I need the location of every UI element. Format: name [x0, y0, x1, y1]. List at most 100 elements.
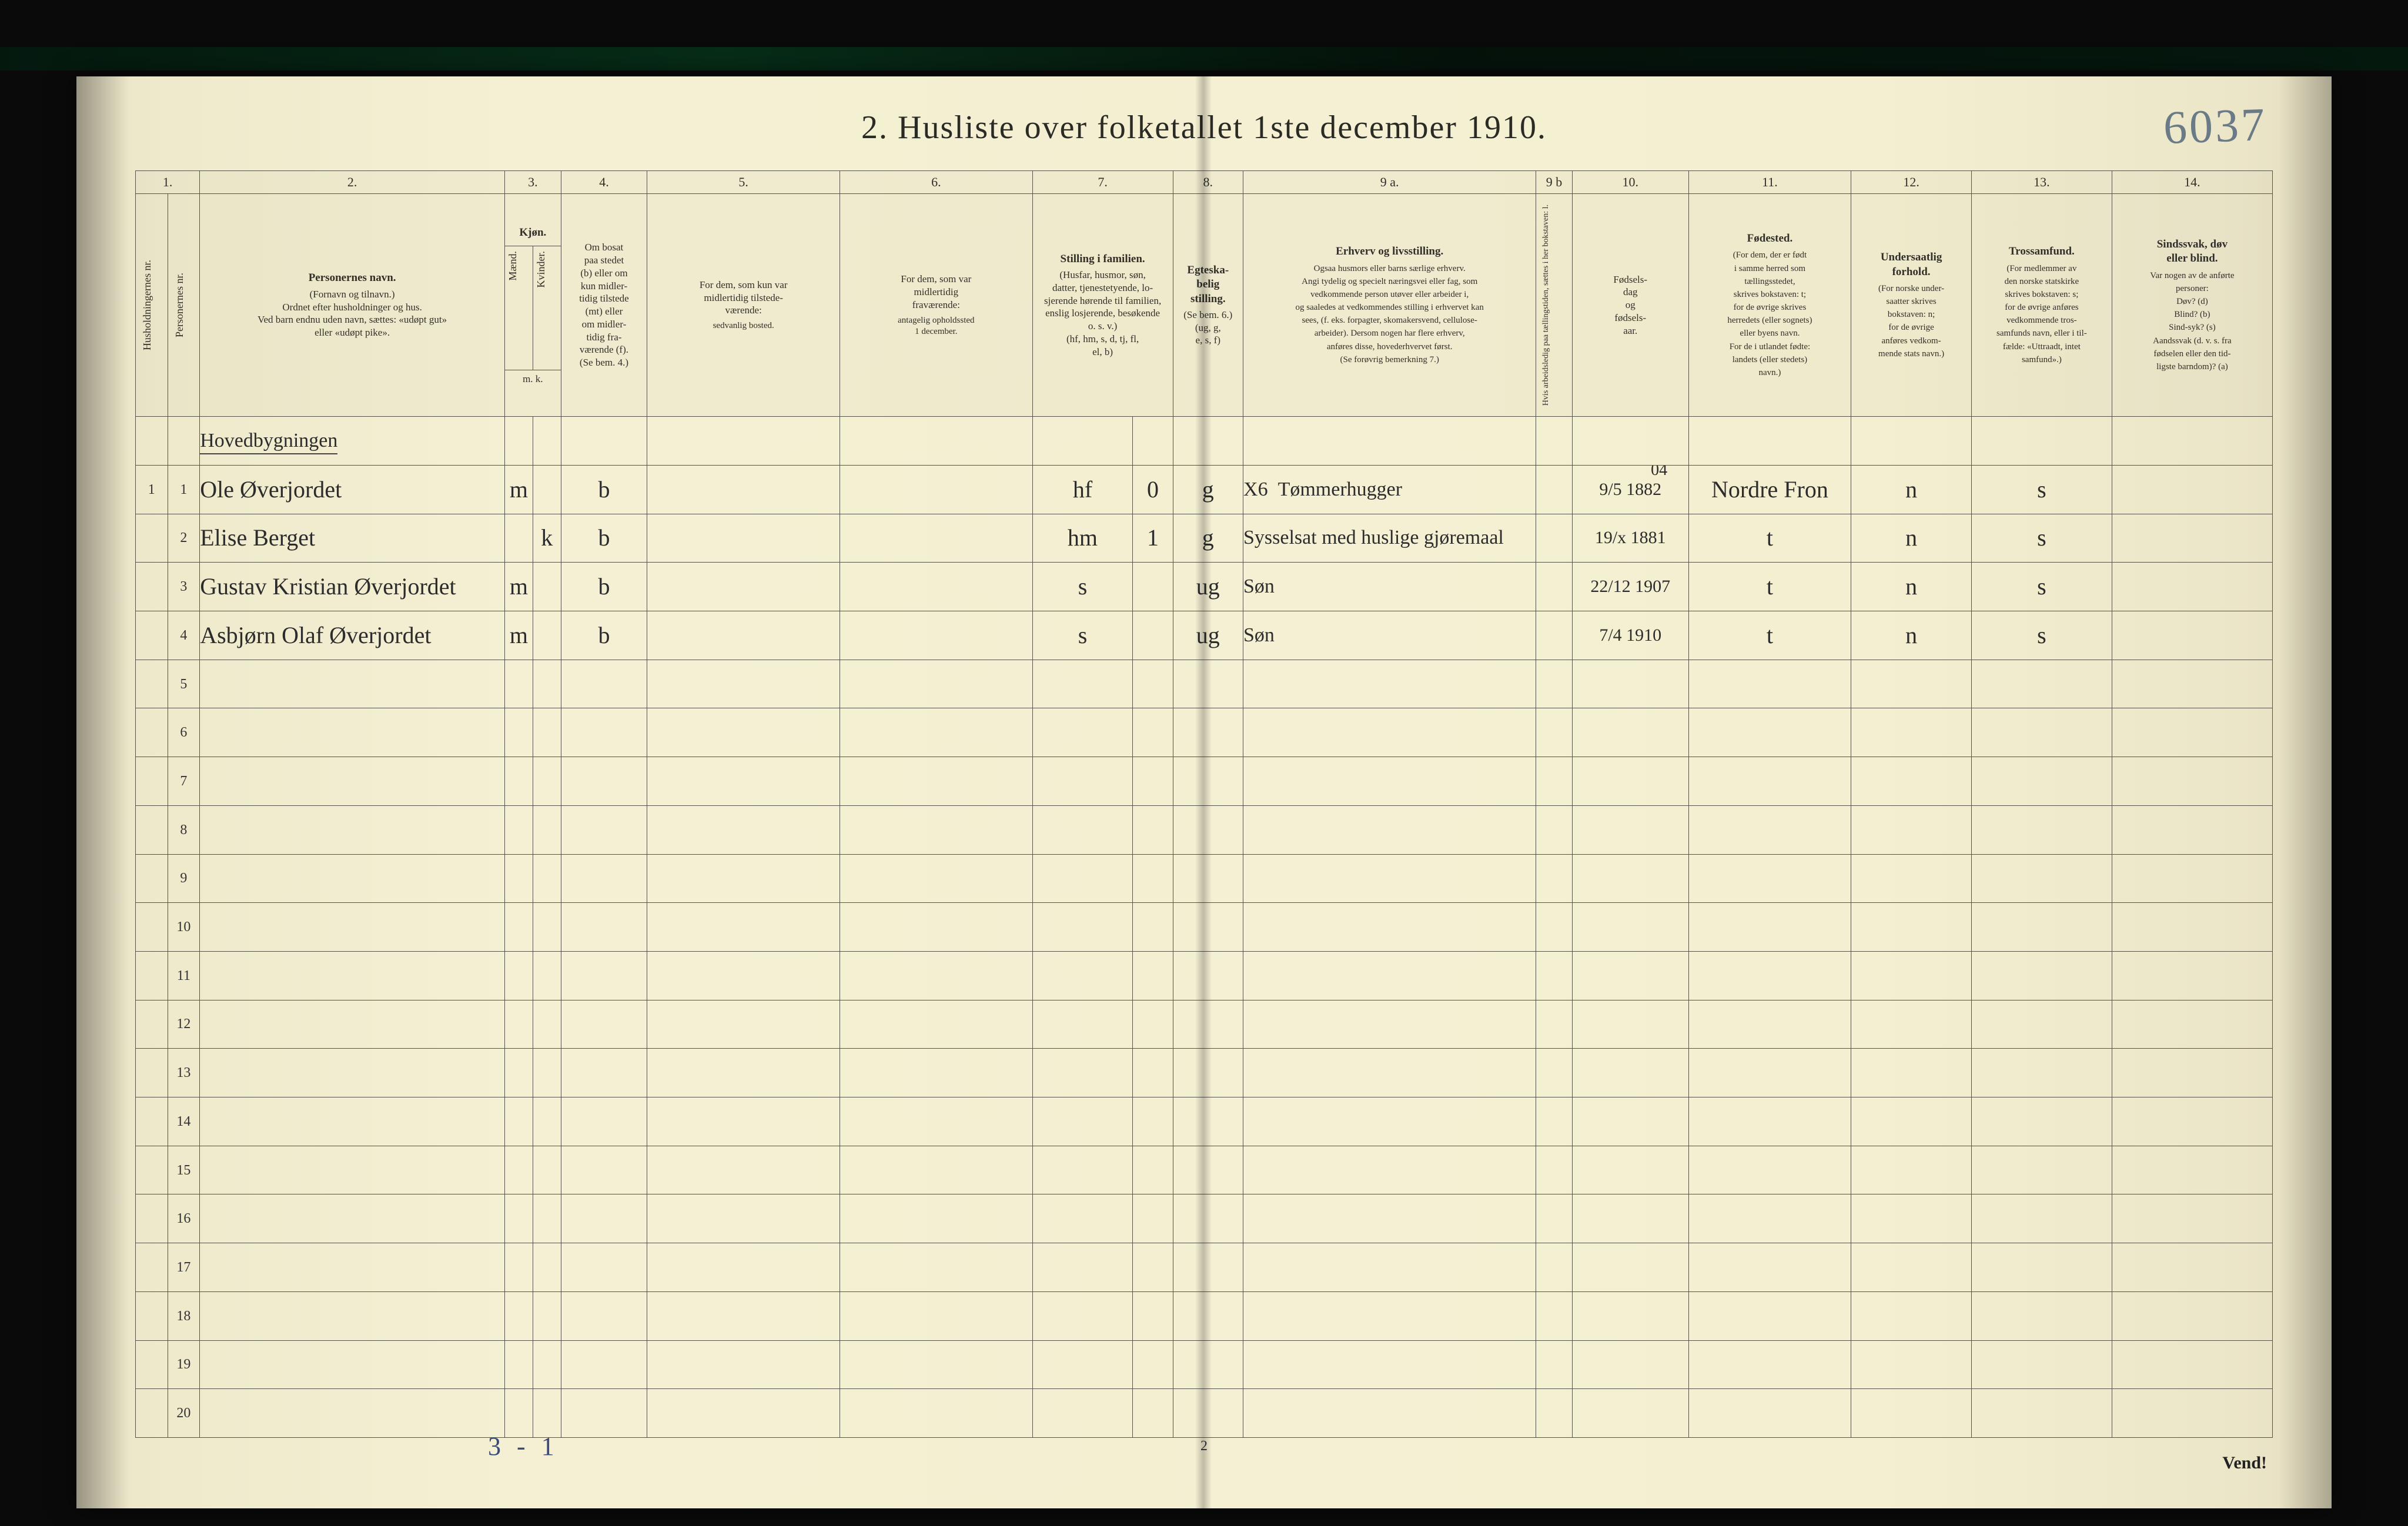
- person-num: 10: [168, 903, 200, 952]
- colnum-6: 6.: [840, 171, 1033, 194]
- cell-temp-absent: [840, 611, 1033, 660]
- person-num: 18: [168, 1291, 200, 1340]
- header-headings: Husholdningernes nr. Personernes nr. Per…: [136, 194, 2273, 417]
- household-num: [136, 611, 168, 660]
- cell-sex-k: [533, 563, 561, 611]
- colnum-12: 12.: [1851, 171, 1972, 194]
- table-row: 3Gustav Kristian ØverjordetmbsugSøn22/12…: [136, 563, 2273, 611]
- cell-family-pos-2: 0: [1133, 465, 1173, 514]
- person-num: 17: [168, 1243, 200, 1292]
- person-num: 9: [168, 854, 200, 903]
- cell-religion: s: [1971, 465, 2112, 514]
- cell-birthplace: Nordre Fron: [1688, 465, 1851, 514]
- cell-unemployed: [1536, 563, 1572, 611]
- cell-religion: s: [1971, 514, 2112, 563]
- cell-nationality: n: [1851, 465, 1972, 514]
- cell-marital: g: [1173, 514, 1243, 563]
- colnum-8: 8.: [1173, 171, 1243, 194]
- colnum-9b: 9 b: [1536, 171, 1572, 194]
- cell-temp-present: [647, 611, 840, 660]
- cell-birthplace: t: [1688, 563, 1851, 611]
- paper-sheet: 2. Husliste over folketallet 1ste decemb…: [76, 76, 2332, 1508]
- cell-disability: [2112, 563, 2272, 611]
- colnum-5: 5.: [647, 171, 840, 194]
- cell-marital: g: [1173, 465, 1243, 514]
- cell-temp-absent: [840, 514, 1033, 563]
- cell-nationality: n: [1851, 563, 1972, 611]
- person-num: 20: [168, 1389, 200, 1438]
- cell-religion: s: [1971, 611, 2112, 660]
- cell-birthdate: 7/4 1910: [1572, 611, 1688, 660]
- colnum-14: 14.: [2112, 171, 2272, 194]
- table-row-empty: 10: [136, 903, 2273, 952]
- bottom-blue-annotation: 3 - 1: [488, 1431, 559, 1461]
- table-row: 4Asbjørn Olaf ØverjordetmbsugSøn7/4 1910…: [136, 611, 2273, 660]
- cell-disability: [2112, 514, 2272, 563]
- cell-residence: b: [561, 514, 647, 563]
- header-column-numbers: 1. 2. 3. 4. 5. 6. 7. 8. 9 a. 9 b 10. 11.…: [136, 171, 2273, 194]
- cell-marital: ug: [1173, 563, 1243, 611]
- head-husholdning-nr: Husholdningernes nr.: [136, 194, 168, 417]
- scan-frame: 2. Husliste over folketallet 1ste decemb…: [0, 0, 2408, 1526]
- building-label-row: Hovedbygningen: [136, 417, 2273, 466]
- person-num: 5: [168, 660, 200, 708]
- cell-sex-m: m: [505, 611, 533, 660]
- cell-birthdate: 19/x 1881: [1572, 514, 1688, 563]
- head-birthdate: Fødsels- dag og fødsels- aar.: [1572, 194, 1688, 417]
- left-shadow: [76, 76, 129, 1508]
- cell-family-pos: hf: [1032, 465, 1133, 514]
- cell-name: Asbjørn Olaf Øverjordet: [200, 611, 505, 660]
- cell-birthdate: 22/12 1907: [1572, 563, 1688, 611]
- person-num: 6: [168, 708, 200, 757]
- colnum-2: 2.: [200, 171, 505, 194]
- vend-label: Vend!: [2222, 1453, 2267, 1473]
- table-row-empty: 14: [136, 1097, 2273, 1146]
- table-row-empty: 19: [136, 1340, 2273, 1389]
- person-num: 12: [168, 1000, 200, 1049]
- head-occupation: Erhverv og livsstilling. Ogsaa husmors e…: [1243, 194, 1536, 417]
- cell-family-pos-2: [1133, 611, 1173, 660]
- colnum-4: 4.: [561, 171, 647, 194]
- table-row-empty: 8: [136, 805, 2273, 854]
- cell-temp-present: [647, 563, 840, 611]
- table-row: 2Elise Bergetkbhm1gSysselsat med huslige…: [136, 514, 2273, 563]
- cell-family-pos: hm: [1032, 514, 1133, 563]
- cell-nationality: n: [1851, 514, 1972, 563]
- film-stripe: [0, 47, 2408, 71]
- cell-birthplace: t: [1688, 611, 1851, 660]
- head-unemployed: Hvis arbeidsledig paa tællingstiden, sæt…: [1536, 194, 1572, 417]
- cell-occupation: X6 Tømmerhugger: [1243, 465, 1536, 514]
- cell-family-pos-2: [1133, 563, 1173, 611]
- cell-unemployed: [1536, 611, 1572, 660]
- cell-family-pos-2: 1: [1133, 514, 1173, 563]
- cell-occupation: Sysselsat med huslige gjøremaal: [1243, 514, 1536, 563]
- person-num: 3: [168, 563, 200, 611]
- head-person-nr: Personernes nr.: [168, 194, 200, 417]
- cell-sex-m: m: [505, 465, 533, 514]
- person-num: 13: [168, 1049, 200, 1097]
- person-num: 7: [168, 757, 200, 806]
- cell-family-pos: s: [1032, 563, 1133, 611]
- cell-temp-absent: [840, 465, 1033, 514]
- head-name: Personernes navn. (Fornavn og tilnavn.) …: [200, 194, 505, 417]
- colnum-13: 13.: [1971, 171, 2112, 194]
- table-row-empty: 9: [136, 854, 2273, 903]
- cell-temp-present: [647, 465, 840, 514]
- cell-residence: b: [561, 563, 647, 611]
- cell-sex-k: [533, 611, 561, 660]
- cell-nationality: n: [1851, 611, 1972, 660]
- cell-unemployed: [1536, 465, 1572, 514]
- head-nationality: Undersaatlig forhold. (For norske under-…: [1851, 194, 1972, 417]
- table-row-empty: 12: [136, 1000, 2273, 1049]
- table-row-empty: 20: [136, 1389, 2273, 1438]
- cell-residence: b: [561, 611, 647, 660]
- right-shadow: [2279, 76, 2332, 1508]
- household-num: [136, 514, 168, 563]
- person-num: 2: [168, 514, 200, 563]
- page-title: 2. Husliste over folketallet 1ste decemb…: [76, 109, 2332, 146]
- head-temp-absent: For dem, som var midlertidig fraværende:…: [840, 194, 1033, 417]
- cell-temp-present: [647, 514, 840, 563]
- person-num: 1: [168, 465, 200, 514]
- table-row-empty: 11: [136, 951, 2273, 1000]
- cell-disability: [2112, 611, 2272, 660]
